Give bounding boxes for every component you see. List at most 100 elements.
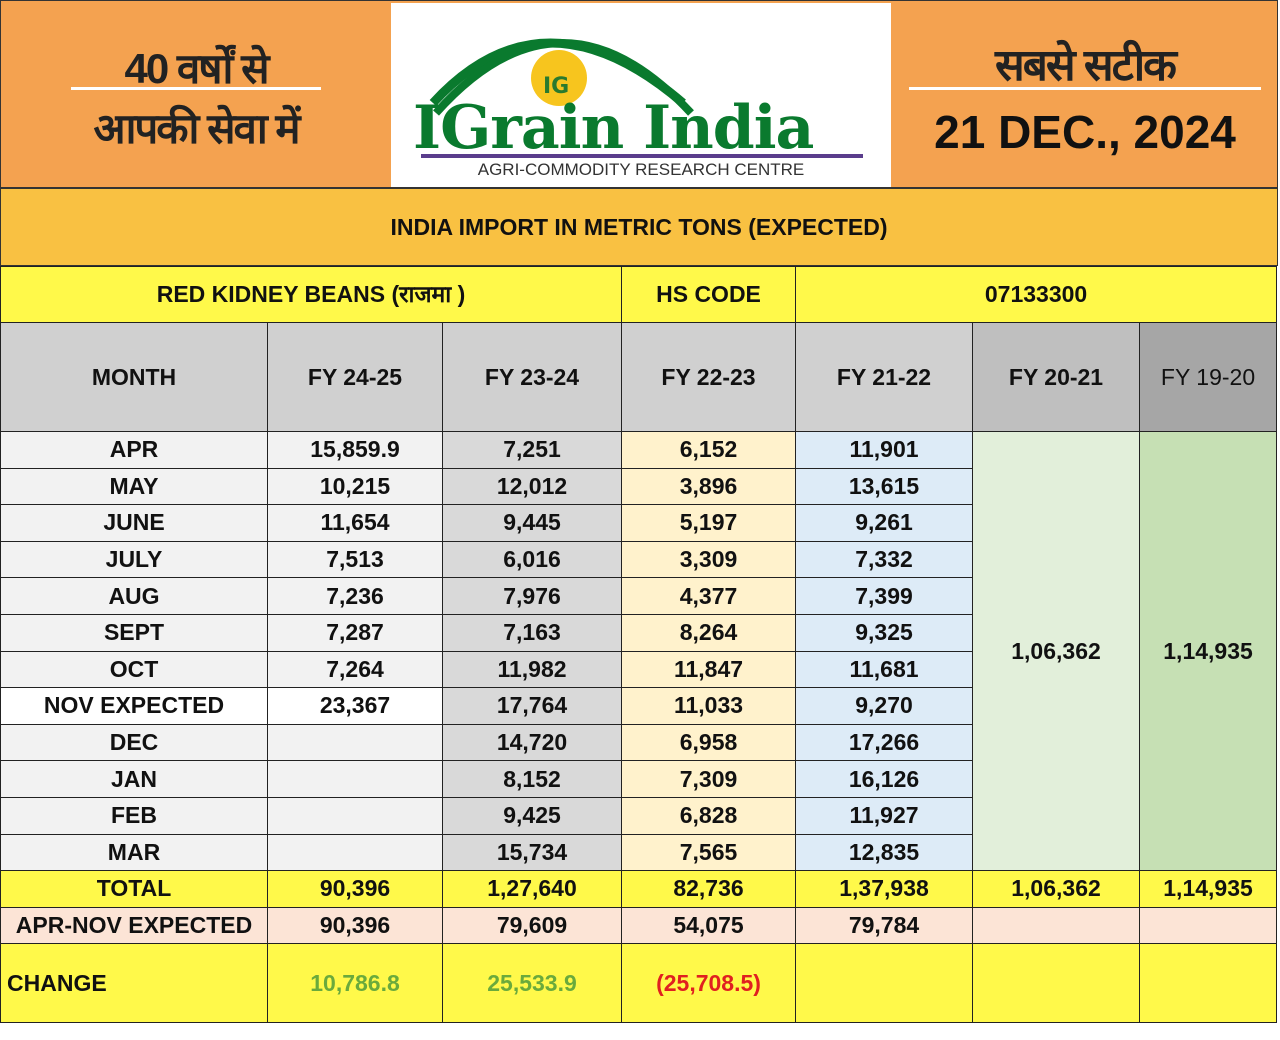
column-header: FY 21-22: [795, 322, 974, 432]
divider: [909, 87, 1261, 90]
value-cell: 7,236: [267, 577, 443, 615]
report-date: 21 DEC., 2024: [934, 106, 1236, 158]
value-cell: 11,033: [621, 687, 797, 725]
value-cell: 14,720: [441, 723, 623, 762]
tagline-right-line1: सबसे सटीक: [995, 41, 1177, 90]
month-cell: FEB: [0, 796, 268, 835]
empty-cell: [972, 943, 1141, 1024]
total-cell: 1,06,362: [972, 870, 1141, 908]
tagline-left-line1: 40 वर्षों से: [124, 45, 270, 92]
empty-cell: [1139, 943, 1278, 1024]
value-cell: 7,264: [267, 650, 443, 689]
month-cell: NOV EXPECTED: [0, 687, 268, 725]
value-cell: 6,152: [621, 431, 797, 469]
value-cell: 15,734: [441, 833, 623, 872]
value-cell: 4,377: [621, 577, 797, 615]
value-cell: 23,367: [267, 687, 443, 725]
value-cell: 3,896: [621, 467, 797, 506]
value-cell: 8,264: [621, 613, 797, 652]
total-cell: 1,27,640: [441, 870, 623, 908]
value-cell: 7,399: [795, 577, 974, 615]
value-cell: [267, 760, 443, 798]
apr-nov-row: APR-NOV EXPECTED 90,396 79,609 54,075 79,784: [0, 906, 1278, 945]
column-header: FY 22-23: [621, 322, 797, 432]
hs-code-label: HS CODE: [621, 266, 797, 323]
month-cell: DEC: [0, 723, 268, 762]
value-cell: 17,764: [441, 687, 623, 725]
value-cell: 7,287: [267, 613, 443, 652]
column-header-row: MONTH FY 24-25 FY 23-24 FY 22-23 FY 21-2…: [0, 322, 1278, 432]
month-cell: OCT: [0, 650, 268, 689]
value-cell: 17,266: [795, 723, 974, 762]
apr-nov-cell: [972, 906, 1141, 945]
column-header: MONTH: [0, 322, 268, 432]
value-cell: 7,309: [621, 760, 797, 798]
logo-brand: IGrain India: [413, 93, 814, 163]
value-cell: 16,126: [795, 760, 974, 798]
import-table: RED KIDNEY BEANS (राजमा ) HS CODE 071333…: [0, 266, 1278, 1024]
value-cell: 6,828: [621, 796, 797, 835]
value-cell: [267, 833, 443, 872]
logo: IG IGrain India AGRI-COMMODITY RESEARCH …: [391, 3, 891, 187]
value-cell: 12,012: [441, 467, 623, 506]
value-cell: 9,261: [795, 504, 974, 542]
apr-nov-label: APR-NOV EXPECTED: [0, 906, 268, 945]
table-row: DEC 14,720 6,958 17,266: [0, 723, 1277, 762]
month-cell: APR: [0, 431, 268, 469]
table-row: NOV EXPECTED 23,367 17,764 11,033 9,270: [0, 687, 1277, 725]
value-cell: 11,901: [795, 431, 974, 469]
value-cell: [267, 723, 443, 762]
month-cell: JUNE: [0, 504, 268, 542]
column-header: FY 19-20: [1139, 322, 1278, 432]
apr-nov-cell: 90,396: [267, 906, 443, 945]
apr-nov-cell: 79,784: [795, 906, 974, 945]
value-cell: 13,615: [795, 467, 974, 506]
value-cell: 6,016: [441, 540, 623, 579]
table-row: SEPT 7,287 7,163 8,264 9,325: [0, 613, 1277, 652]
value-cell: 11,847: [621, 650, 797, 689]
column-header: FY 23-24: [441, 322, 623, 432]
value-cell: 7,332: [795, 540, 974, 579]
tagline-left: 40 वर्षों से आपकी सेवा में: [1, 1, 391, 189]
value-cell: 7,976: [441, 577, 623, 615]
value-cell: [267, 796, 443, 835]
logo-subtitle: AGRI-COMMODITY RESEARCH CENTRE: [477, 160, 805, 179]
value-cell: 9,425: [441, 796, 623, 835]
change-cell: 25,533.9: [441, 943, 623, 1024]
change-cell: 10,786.8: [267, 943, 443, 1024]
value-cell: 5,197: [621, 504, 797, 542]
table-row: JAN 8,152 7,309 16,126: [0, 760, 1277, 798]
table-row: APR 15,859.9 7,251 6,152 11,901 1,06,362 1,14,…: [0, 430, 1278, 872]
change-cell: (25,708.5): [621, 943, 797, 1024]
banner: 40 वर्षों से आपकी सेवा में IG IGrain Ind…: [0, 0, 1278, 188]
logo-arch-icon: IG: [429, 38, 694, 116]
value-cell: 11,982: [441, 650, 623, 689]
value-cell: 3,309: [621, 540, 797, 579]
value-cell: 7,251: [441, 431, 623, 469]
value-cell: 10,215: [267, 467, 443, 506]
total-cell: 90,396: [267, 870, 443, 908]
total-row: TOTAL 90,396 1,27,640 82,736 1,37,938 1,06,36…: [0, 870, 1278, 908]
table-row: JULY 7,513 6,016 3,309 7,332: [0, 540, 1277, 579]
value-cell: 7,163: [441, 613, 623, 652]
value-cell: 11,927: [795, 796, 974, 835]
value-cell: 9,445: [441, 504, 623, 542]
change-label: CHANGE: [0, 943, 268, 1024]
fy1920-annual-cell: 1,14,935: [1139, 430, 1278, 872]
column-header: FY 20-21: [972, 322, 1141, 432]
month-cell: MAY: [0, 467, 268, 506]
commodity-name: RED KIDNEY BEANS (राजमा ): [0, 266, 623, 323]
month-cell: MAR: [0, 833, 268, 872]
apr-nov-cell: 79,609: [441, 906, 623, 945]
value-cell: 6,958: [621, 723, 797, 762]
total-cell: 82,736: [621, 870, 797, 908]
table-row: AUG 7,236 7,976 4,377 7,399: [0, 577, 1277, 615]
fy2021-annual-cell: 1,06,362: [972, 430, 1141, 872]
value-cell: 7,513: [267, 540, 443, 579]
table-row: OCT 7,264 11,982 11,847 11,681: [0, 650, 1277, 689]
value-cell: 7,565: [621, 833, 797, 872]
table-row: JUNE 11,654 9,445 5,197 9,261: [0, 504, 1277, 542]
table-row: FEB 9,425 6,828 11,927: [0, 796, 1277, 835]
month-cell: JULY: [0, 540, 268, 579]
table-title: INDIA IMPORT IN METRIC TONS (EXPECTED): [0, 188, 1278, 266]
